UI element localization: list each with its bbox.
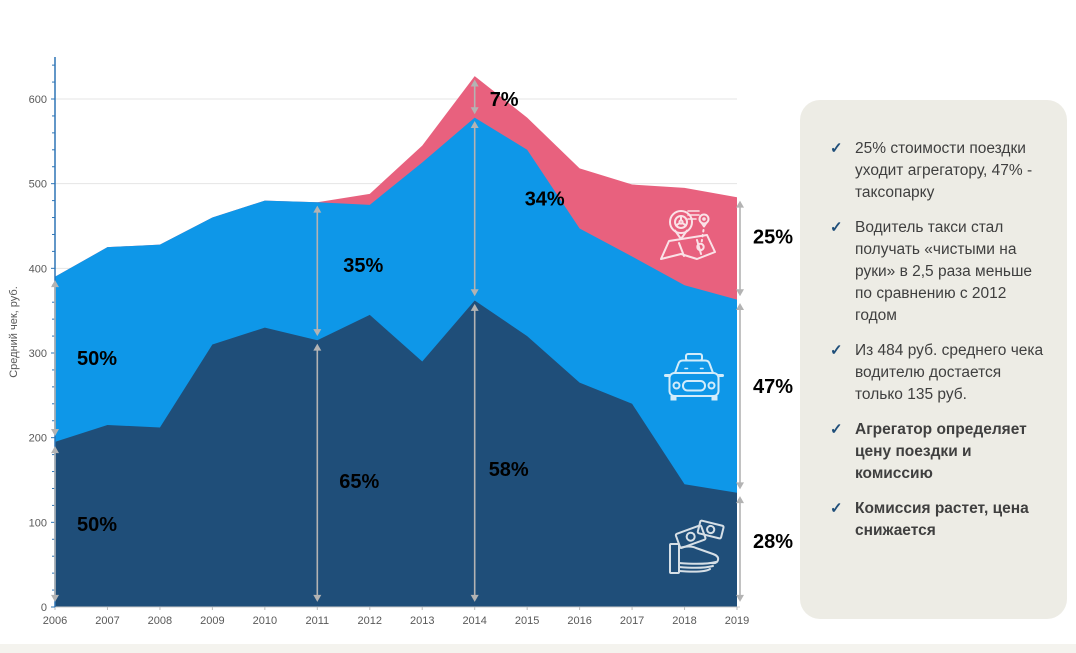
x-axis-label: 2013 (410, 615, 434, 627)
arrow-head-down (470, 594, 479, 602)
percent-label: 25% (753, 226, 793, 248)
percent-label: 28% (753, 531, 793, 553)
x-axis-label: 2014 (462, 615, 486, 627)
y-axis-label: 600 (29, 94, 47, 106)
x-axis-label: 2016 (567, 615, 591, 627)
arrow-head-down (51, 594, 59, 602)
summary-bullet-list: ✓ 25% стоимости поездки уходит агрегатору… (830, 138, 1045, 542)
percent-label: 58% (489, 459, 529, 481)
average-check-area-chart: 2006 2007 2008 2009 2010 2011 2012 2013 2014 2015… (8, 57, 793, 627)
arrow-head-up (470, 79, 479, 87)
arrow-head-down (313, 329, 322, 337)
area-driver (55, 300, 737, 607)
check-icon: ✓ (830, 500, 843, 517)
bullet-text: Агрегатор определяет цену поездки и коми… (855, 421, 1027, 482)
summary-bullet: ✓ Водитель такси стал получать «чистыми н… (830, 217, 1045, 327)
summary-bullet: ✓ Агрегатор определяет цену поездки и ком… (830, 419, 1045, 485)
percent-label: 65% (339, 471, 379, 493)
arrow-head-down (51, 428, 59, 436)
arrow-head-down (470, 107, 479, 115)
percent-label: 47% (753, 376, 793, 398)
x-axis-label: 2019 (725, 615, 749, 627)
arrow-head-up (736, 200, 744, 208)
arrow-head-up (470, 121, 479, 129)
percent-label: 35% (343, 255, 383, 277)
x-axis-label: 2008 (148, 615, 172, 627)
summary-bullet: ✓ 25% стоимости поездки уходит агрегатору… (830, 138, 1045, 204)
arrow-head-down (736, 289, 744, 297)
arrow-head-down (470, 289, 479, 297)
arrow-head-up (736, 496, 744, 504)
arrow-head-down (313, 594, 322, 602)
arrow-head-down (736, 594, 744, 602)
x-axis-label: 2017 (620, 615, 644, 627)
y-axis-label: 400 (29, 263, 47, 275)
x-axis-label: 2009 (200, 615, 224, 627)
x-axis-label: 2007 (95, 615, 119, 627)
x-axis-label: 2012 (358, 615, 382, 627)
plot-layer: 2006 2007 2008 2009 2010 2011 2012 2013 2014 2015… (8, 57, 793, 627)
percent-label: 7% (490, 89, 519, 111)
bullet-text: Комиссия растет, цена снижается (855, 500, 1029, 539)
x-axis-label: 2011 (305, 615, 329, 627)
summary-bullet: ✓ Комиссия растет, цена снижается (830, 498, 1045, 542)
arrow-head-up (313, 205, 322, 213)
bullet-text: Водитель такси стал получать «чистыми на… (855, 219, 1033, 324)
x-axis-label: 2015 (515, 615, 539, 627)
check-icon: ✓ (830, 342, 843, 359)
summary-bullet: ✓ Из 484 руб. среднего чека водителю дост… (830, 340, 1045, 406)
percent-label: 50% (77, 514, 117, 536)
y-axis-label: 0 (41, 602, 47, 614)
arrow-head-up (313, 343, 322, 351)
arrow-head-up (736, 303, 744, 311)
y-axis-title: Средний чек, руб. (8, 286, 20, 378)
icons-layer (660, 210, 725, 574)
y-axis-label: 500 (29, 179, 47, 191)
x-axis-label: 2006 (43, 615, 67, 627)
y-axis-label: 300 (29, 348, 47, 360)
x-axis-label: 2018 (672, 615, 696, 627)
taxi-icon (664, 353, 724, 401)
y-axis-label: 100 (29, 517, 47, 529)
arrow-head-up (51, 280, 59, 288)
money-in-hand-icon (669, 519, 725, 574)
check-icon: ✓ (830, 421, 843, 438)
check-icon: ✓ (830, 219, 843, 236)
bottom-strip (0, 644, 1076, 653)
arrow-head-up (51, 446, 59, 454)
percent-label: 34% (525, 189, 565, 211)
arrow-head-up (470, 303, 479, 311)
x-axis-label: 2010 (253, 615, 277, 627)
bullet-text: Из 484 руб. среднего чека водителю доста… (855, 342, 1044, 403)
aggregator-map-icon (660, 210, 716, 260)
y-axis-label: 200 (29, 433, 47, 445)
arrow-head-down (736, 482, 744, 490)
percent-label: 50% (77, 348, 117, 370)
bullet-text: 25% стоимости поездки уходит агрегатору,… (855, 140, 1033, 201)
check-icon: ✓ (830, 140, 843, 157)
summary-panel: ✓ 25% стоимости поездки уходит агрегатору… (800, 100, 1067, 619)
